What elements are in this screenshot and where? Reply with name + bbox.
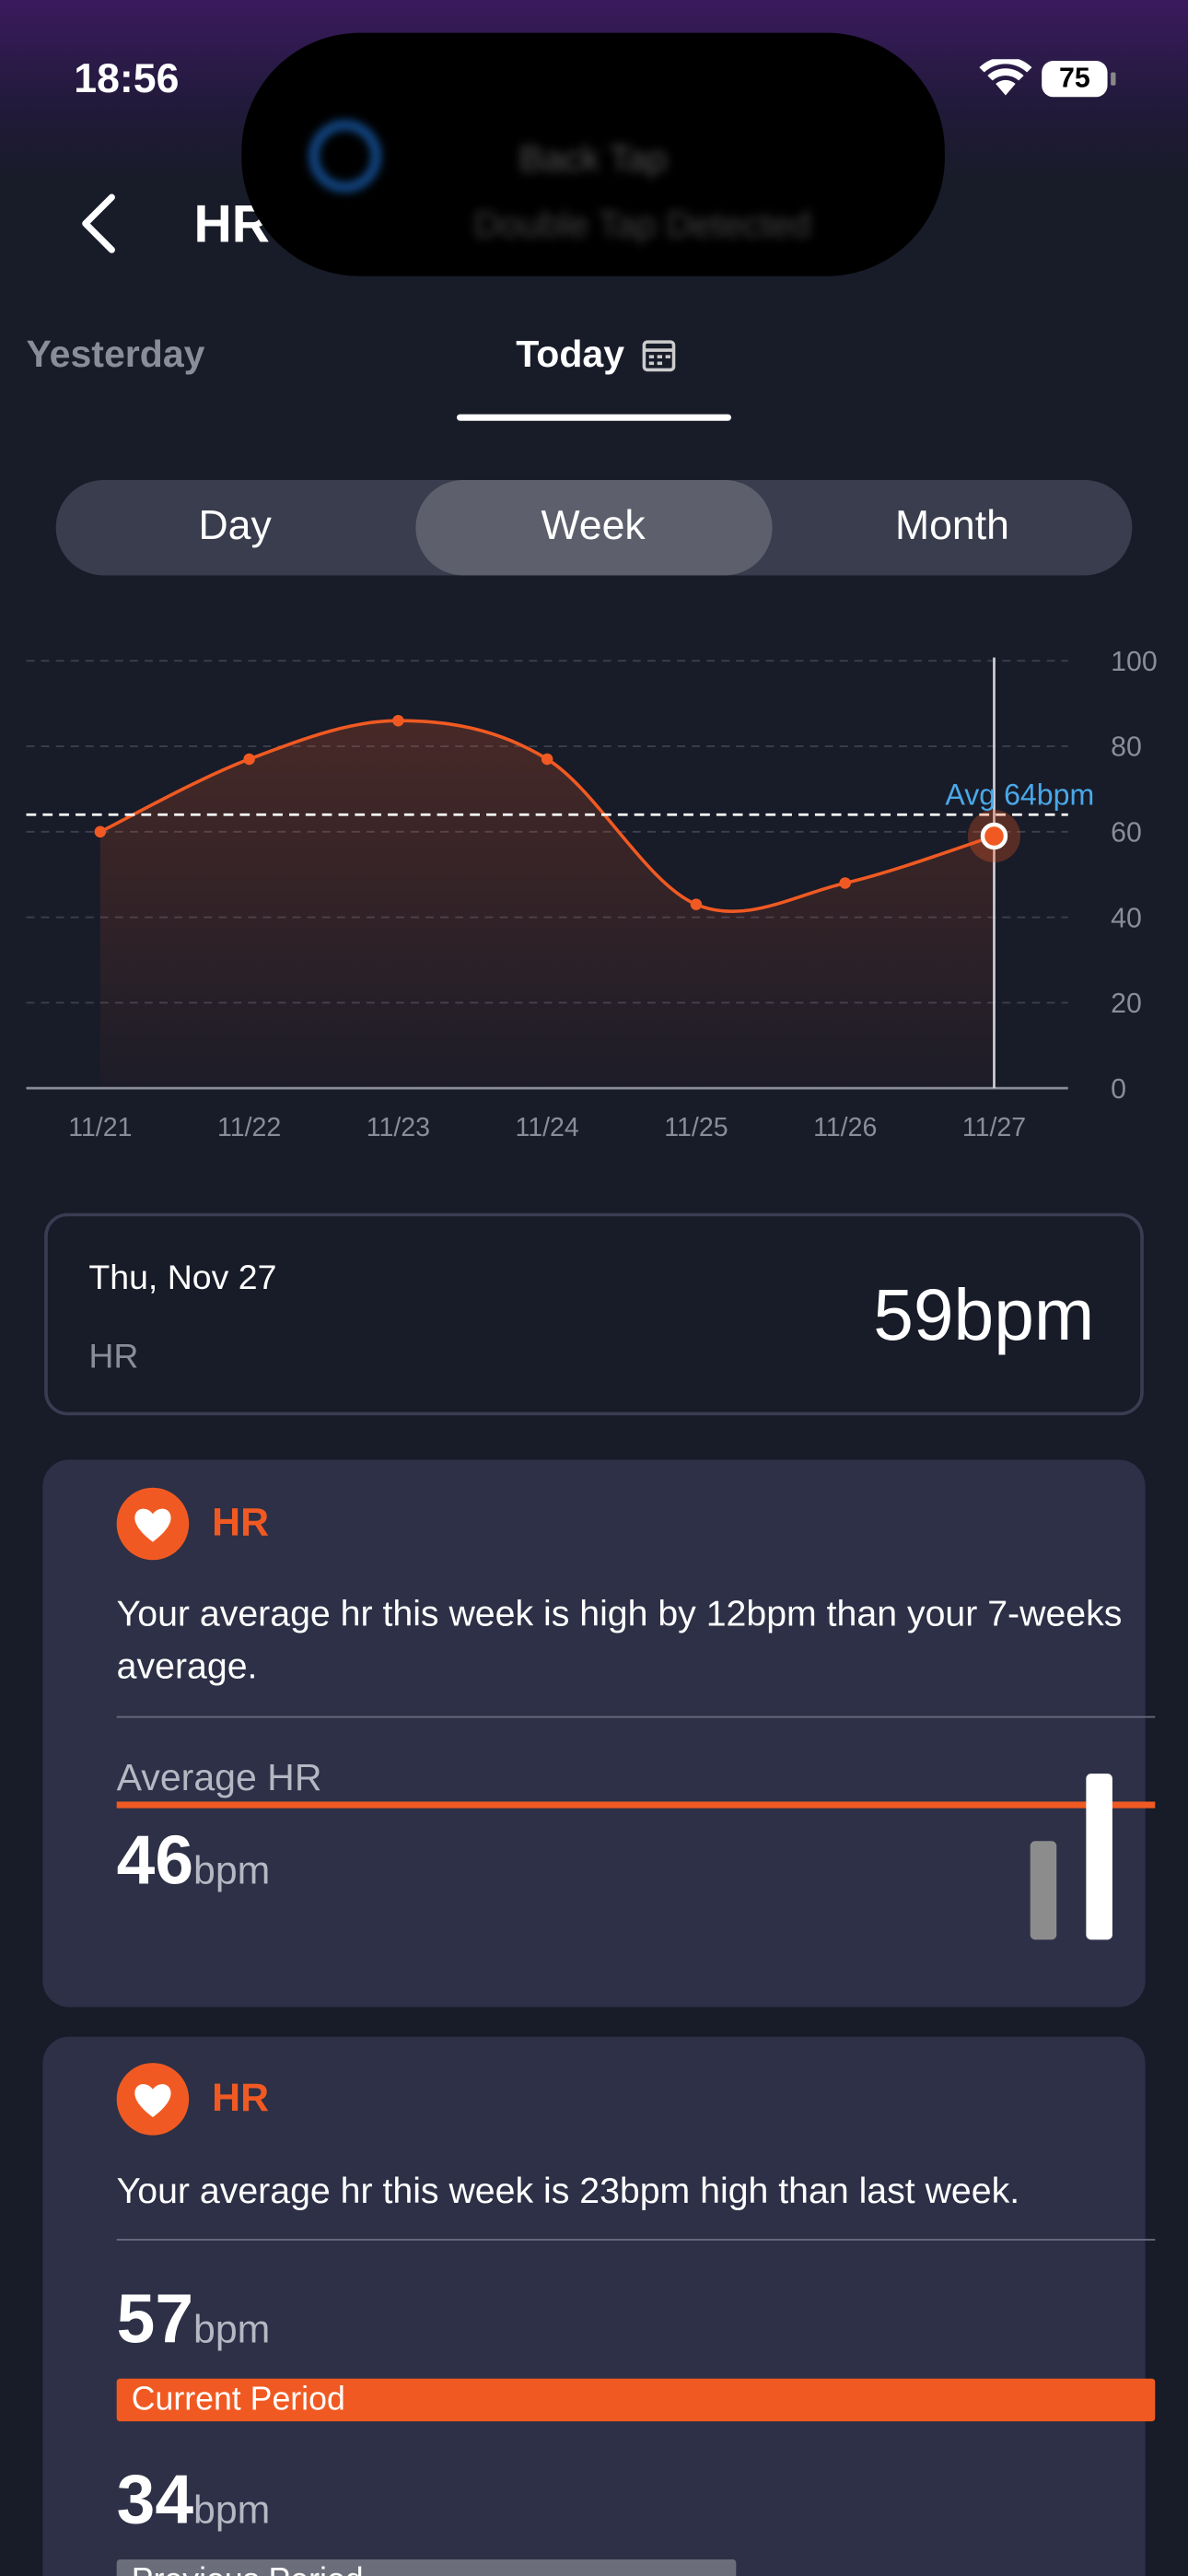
period-bar: Current Period [116,2378,1156,2422]
metric-value: 46 [116,1821,194,1899]
card-title: HR [212,2076,270,2121]
point [541,753,553,766]
period-value-row: 34bpm [117,2461,271,2540]
y-tick-label: 60 [1111,818,1142,849]
period-bar: Previous Period [116,2558,737,2576]
segment[interactable]: Day [198,502,272,549]
card-title: HR [212,1500,270,1546]
point [690,898,703,910]
divider [116,1715,1156,1718]
avg-label: Avg 64bpm [945,779,1094,812]
period-value: 34 [116,2460,194,2538]
period-unit: bpm [193,2488,271,2534]
tab-underline [457,414,731,421]
x-tick-label: 11/25 [664,1113,728,1142]
metric-label: Average HR [116,1755,322,1798]
area [99,720,995,1089]
wifi-icon [979,59,1032,96]
segment-active[interactable]: Week [541,502,646,549]
segment[interactable]: Month [894,502,1009,549]
y-tick-label: 40 [1111,903,1142,933]
segmented-control: Day Week Month [55,479,1133,576]
card-text: Your average hr this week is 23bpm high … [116,2170,1020,2211]
notification-icon [310,122,380,191]
notification-title: Back Tap [518,137,668,180]
heart-icon [116,2063,190,2136]
y-tick-label: 20 [1111,989,1142,1019]
y-tick-label: 0 [1111,1074,1126,1105]
tab[interactable]: Yesterday [26,332,205,375]
back-button[interactable] [65,187,131,260]
x-tick-label: 11/27 [962,1113,1026,1142]
segment-highlight [415,479,773,576]
metric-line [116,1801,1156,1809]
card-text: Your average hr this week is high by 12b… [116,1592,1123,1687]
dynamic-island: Back Tap Double Tap Detected [241,32,945,276]
tab-active[interactable]: Today [516,332,625,375]
period-label: Previous Period [132,2563,364,2576]
mini-bar [1030,1841,1057,1940]
x-tick-label: 11/24 [516,1113,579,1142]
x-tick-label: 11/23 [367,1113,430,1142]
y-tick-label: 80 [1111,732,1142,763]
point [839,877,851,889]
divider [116,2239,1156,2241]
battery: 75 [1042,61,1108,98]
insight-card: HR Your average hr this week is 23bpm hi… [42,2036,1156,2576]
point-selected [980,822,1008,850]
status-time: 18:56 [74,55,180,102]
calendar-icon[interactable] [641,337,677,373]
point [243,753,255,766]
y-tick-label: 100 [1111,647,1158,677]
heart-icon [116,1487,190,1561]
point [392,714,404,727]
notification-subtitle: Double Tap Detected [473,204,811,245]
period-value-row: 57bpm [117,2280,271,2359]
selected-date: Thu, Nov 27 [88,1259,277,1297]
period-unit: bpm [193,2308,271,2353]
chart: 0 20 40 60 80 100 Avg 64bpm 11/21 11/22 11/23 11/2… [26,647,1158,1142]
mini-bar [1086,1774,1112,1940]
selected-label: HR [88,1338,139,1376]
insight-card: HR Your average hr this week is high by … [42,1459,1156,2008]
battery-tip [1111,72,1116,86]
x-tick-label: 11/21 [68,1113,132,1142]
point [94,825,107,838]
selected-value: 59bpm [873,1275,1095,1356]
metric-unit: bpm [193,1849,271,1894]
x-tick-label: 11/22 [217,1113,281,1142]
period-label: Current Period [131,2382,345,2418]
metric-value-row: 46bpm [117,1821,271,1901]
selected-card: Thu, Nov 27 HR 59bpm [44,1212,1144,1416]
period-value: 57 [116,2279,194,2358]
x-tick-label: 11/26 [813,1113,877,1142]
